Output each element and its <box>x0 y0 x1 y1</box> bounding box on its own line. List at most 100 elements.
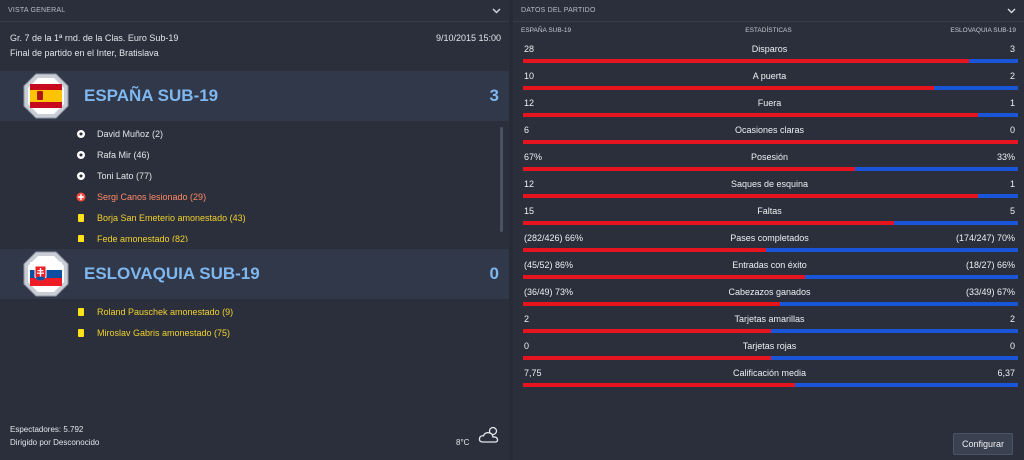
yellow-card-icon <box>76 234 86 242</box>
stats-column-headers: ESPAÑA SUB-19 ESTADÍSTICAS ESLOVAQUIA SU… <box>521 27 1016 37</box>
stats-home-header: ESPAÑA SUB-19 <box>521 27 572 34</box>
event-text: Borja San Emeterio amonestado (43) <box>97 213 246 223</box>
stat-row: (45/52) 86% Entradas con éxito (18/27) 66% <box>521 254 1018 281</box>
stat-label: Ocasiones claras <box>734 125 805 135</box>
stat-away-value: 5 <box>1009 206 1015 216</box>
yellow-card-icon <box>76 328 86 338</box>
stat-bar-home-fill <box>523 356 771 360</box>
stat-away-value: 0 <box>1009 125 1015 135</box>
away-team-row[interactable]: ESLOVAQUIA SUB-19 0 <box>0 249 509 299</box>
stat-bar-home-fill <box>523 383 796 387</box>
stat-away-value: 33% <box>996 152 1015 162</box>
stat-home-value: 10 <box>524 71 535 81</box>
home-events-scrollbar[interactable] <box>500 127 503 232</box>
stat-row: 6 Ocasiones claras 0 <box>521 119 1018 146</box>
stat-labels: 7,75 Calificación media 6,37 <box>524 368 1015 380</box>
match-event: Borja San Emeterio amonestado (43) <box>76 211 246 225</box>
stat-home-value: 12 <box>524 98 535 108</box>
away-team-score: 0 <box>489 264 499 283</box>
spectators-label: Espectadores: 5.792 <box>10 425 84 434</box>
stat-label: Pases completados <box>730 233 809 243</box>
stat-row: 7,75 Calificación media 6,37 <box>521 362 1018 389</box>
stat-bar-home-fill <box>523 113 979 117</box>
yellow-card-icon <box>76 213 86 223</box>
stat-away-value: (18/27) 66% <box>965 260 1015 270</box>
stat-label: Cabezazos ganados <box>728 287 811 297</box>
stat-bar-home-fill <box>523 167 855 171</box>
stat-labels: 28 Disparos 3 <box>524 44 1015 56</box>
stat-away-value: 2 <box>1009 71 1015 81</box>
stat-row: 10 A puerta 2 <box>521 65 1018 92</box>
stat-home-value: 28 <box>524 44 535 54</box>
event-text: Rafa Mir (46) <box>97 150 150 160</box>
stat-bar-home-fill <box>523 140 1018 144</box>
stat-labels: 2 Tarjetas amarillas 2 <box>524 314 1015 326</box>
stat-bar-home-fill <box>523 302 781 306</box>
stat-label: Posesión <box>750 152 789 162</box>
stat-home-value: 7,75 <box>524 368 542 378</box>
stat-bar <box>523 302 1018 306</box>
stat-home-value: (36/49) 73% <box>524 287 574 297</box>
match-date: 9/10/2015 15:00 <box>435 33 501 43</box>
stat-home-value: 0 <box>524 341 530 351</box>
stat-bar <box>523 221 1018 225</box>
stat-label: Calificación media <box>732 368 807 378</box>
stat-row: 0 Tarjetas rojas 0 <box>521 335 1018 362</box>
home-team-name[interactable]: ESPAÑA SUB-19 <box>84 86 219 105</box>
stat-row: (282/426) 66% Pases completados (174/247) … <box>521 227 1018 254</box>
stat-label: Fuera <box>757 98 782 108</box>
stat-labels: (45/52) 86% Entradas con éxito (18/27) 66% <box>524 260 1015 272</box>
stat-bar <box>523 113 1018 117</box>
away-team-name[interactable]: ESLOVAQUIA SUB-19 <box>84 264 260 283</box>
stat-home-value: (282/426) 66% <box>524 233 584 243</box>
away-events-list[interactable]: Roland Pauschek amonestado (9) Miroslav G… <box>0 305 500 345</box>
home-team-score: 3 <box>489 86 499 105</box>
stat-row: (36/49) 73% Cabezazos ganados (33/49) 67% <box>521 281 1018 308</box>
stat-label: A puerta <box>752 71 787 81</box>
stat-home-value: 12 <box>524 179 535 189</box>
stat-bar <box>523 140 1018 144</box>
event-text: Miroslav Gabris amonestado (75) <box>97 328 231 338</box>
match-stats-header: DATOS DEL PARTIDO <box>513 0 1024 22</box>
stat-home-value: 67% <box>524 152 543 162</box>
stat-bar-home-fill <box>523 248 766 252</box>
stat-bar-home-fill <box>523 59 969 63</box>
stat-bar <box>523 194 1018 198</box>
stat-label: Saques de esquina <box>730 179 809 189</box>
referee-label: Dirigido por Desconocido <box>10 438 100 447</box>
stat-bar <box>523 86 1018 90</box>
stat-bar <box>523 356 1018 360</box>
stat-bar-home-fill <box>523 221 895 225</box>
stat-away-value: 6,37 <box>997 368 1015 378</box>
chevron-down-icon[interactable] <box>1006 6 1016 16</box>
slovakia-badge-icon <box>22 250 70 298</box>
home-team-row[interactable]: ESPAÑA SUB-19 3 <box>0 71 509 121</box>
configure-button[interactable]: Configurar <box>953 433 1013 455</box>
match-event: Miroslav Gabris amonestado (75) <box>76 326 230 340</box>
event-text: Roland Pauschek amonestado (9) <box>97 307 234 317</box>
stat-labels: 67% Posesión 33% <box>524 152 1015 164</box>
stat-row: 15 Faltas 5 <box>521 200 1018 227</box>
overview-header: VISTA GENERAL <box>0 0 509 22</box>
venue-label: Final de partido en el Inter, Bratislava <box>10 48 159 58</box>
match-stats-title: DATOS DEL PARTIDO <box>521 7 596 14</box>
stat-labels: 12 Saques de esquina 1 <box>524 179 1015 191</box>
home-events-list[interactable]: David Muñoz (2) Rafa Mir (46) Toni Lato (7… <box>0 127 500 242</box>
yellow-card-icon <box>76 307 86 317</box>
stat-away-value: 1 <box>1009 98 1015 108</box>
event-text: David Muñoz (2) <box>97 129 164 139</box>
stat-label: Tarjetas rojas <box>742 341 797 351</box>
stats-mid-header: ESTADÍSTICAS <box>745 27 792 34</box>
match-event: Roland Pauschek amonestado (9) <box>76 305 233 319</box>
stat-away-value: (33/49) 67% <box>965 287 1015 297</box>
stats-away-header: ESLOVAQUIA SUB-19 <box>950 27 1016 34</box>
football-icon <box>76 129 86 139</box>
stat-labels: (282/426) 66% Pases completados (174/247) … <box>524 233 1015 245</box>
stat-away-value: 1 <box>1009 179 1015 189</box>
stat-home-value: 2 <box>524 314 530 324</box>
stat-row: 67% Posesión 33% <box>521 146 1018 173</box>
chevron-down-icon[interactable] <box>491 6 501 16</box>
spain-badge-icon <box>22 72 70 120</box>
stat-away-value: 3 <box>1009 44 1015 54</box>
stat-bar-home-fill <box>523 86 934 90</box>
